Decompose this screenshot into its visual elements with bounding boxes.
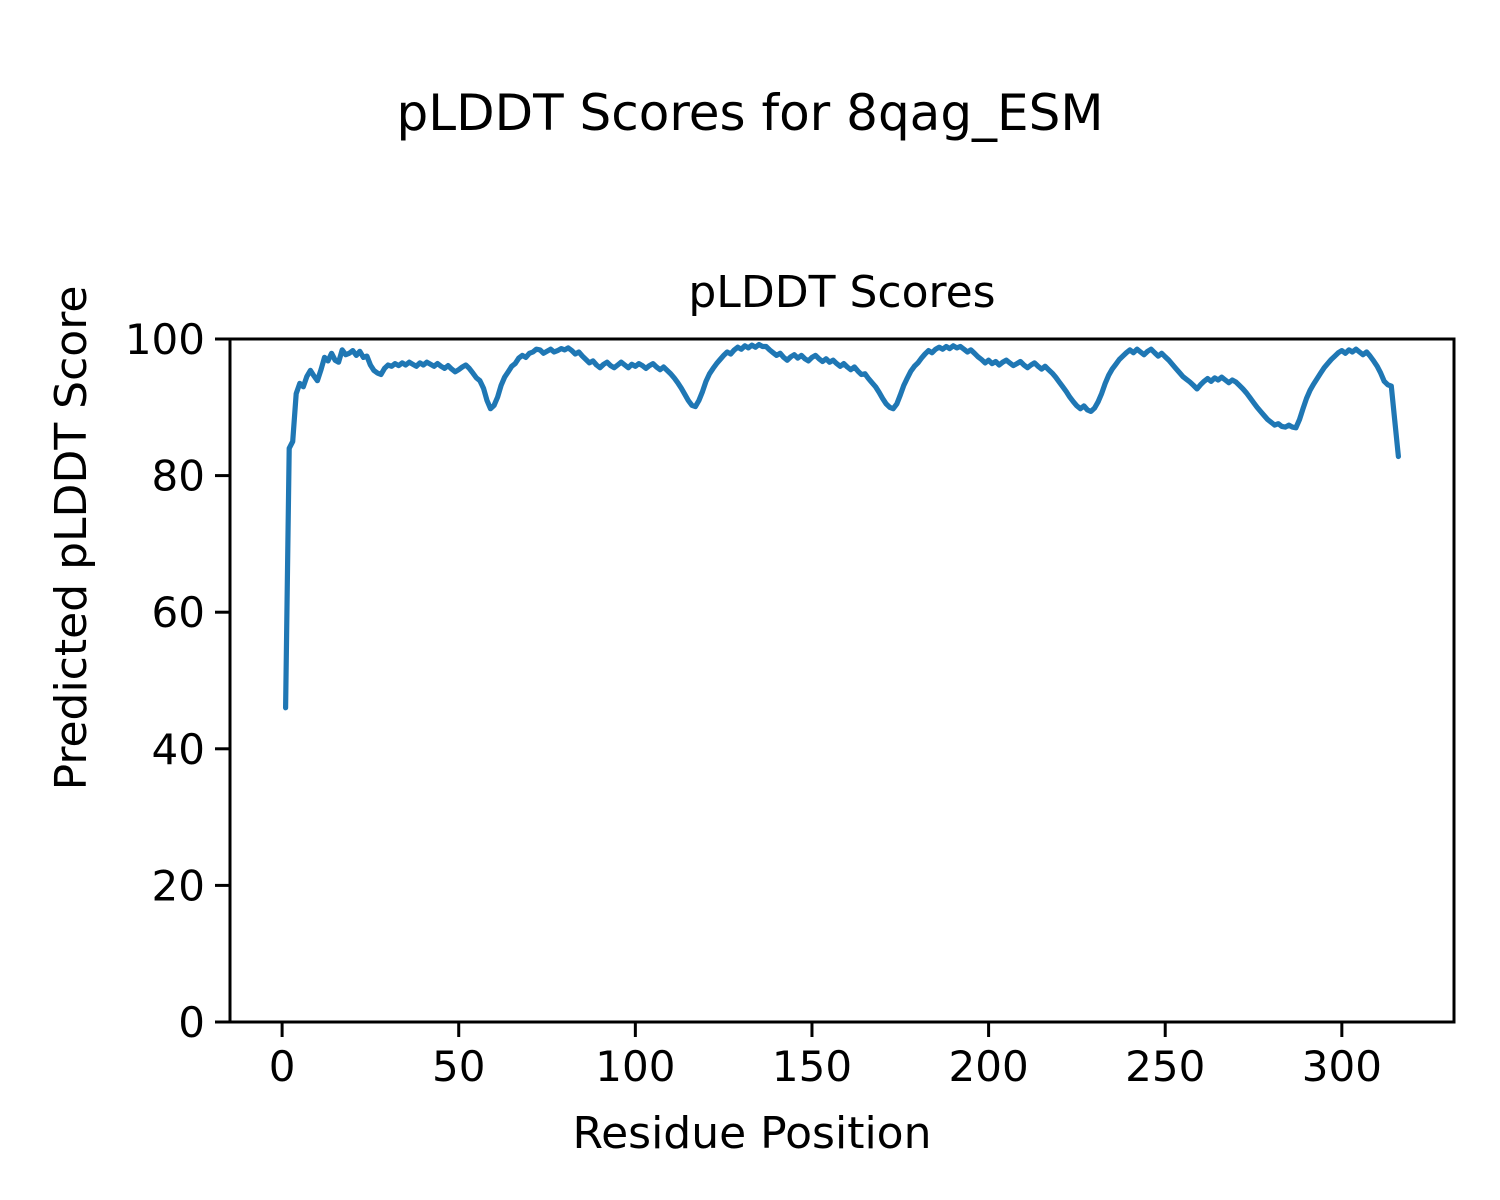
y-tick-label: 0 (178, 998, 205, 1047)
y-tick-label: 40 (152, 725, 205, 774)
y-tick-label: 100 (125, 315, 205, 364)
x-tick-label: 250 (1125, 1042, 1205, 1091)
pLDDT-line (283, 341, 1402, 711)
x-axis-label: Residue Position (572, 1108, 931, 1159)
y-tick-label: 60 (152, 588, 205, 637)
x-tick-label: 50 (432, 1042, 485, 1091)
plot-border (228, 337, 1456, 1024)
x-tick-label: 150 (772, 1042, 852, 1091)
y-axis-label: Predicted pLDDT Score (46, 286, 97, 791)
axes-title: pLDDT Scores (688, 267, 996, 318)
series-pLDDT (283, 341, 1402, 711)
x-tick-label: 0 (269, 1042, 296, 1091)
x-tick-label: 100 (595, 1042, 675, 1091)
x-axis-ticks: 0 50 100 150 200 250 300 (269, 1022, 1382, 1091)
x-tick-label: 300 (1302, 1042, 1382, 1091)
x-tick-label: 200 (949, 1042, 1029, 1091)
y-tick-label: 20 (152, 861, 205, 910)
y-axis-ticks: 0 20 40 60 80 100 (125, 315, 230, 1047)
figure-title: pLDDT Scores for 8qag_ESM (396, 84, 1104, 142)
y-tick-label: 80 (152, 452, 205, 501)
